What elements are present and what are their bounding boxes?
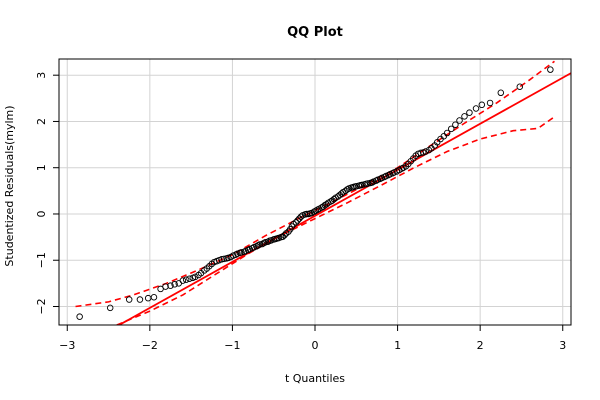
y-axis-label: Studentized Residuals(mylm) [3,105,16,266]
y-tick-label: −2 [35,298,48,314]
y-tick-label: −1 [35,252,48,268]
data-point [353,182,360,190]
data-point [162,283,169,290]
data-point [238,249,245,256]
data-point [461,113,468,120]
data-point [466,109,473,116]
data-point [150,293,158,301]
data-point [182,276,190,283]
data-point [516,83,524,91]
x-tick-label: 3 [559,339,566,352]
data-points [76,66,554,320]
data-point [281,232,288,239]
chart-title: QQ Plot [287,25,343,40]
envelope-upper [75,60,555,308]
data-point [486,99,494,107]
data-point [179,277,187,284]
x-tick-label: 0 [312,339,319,352]
x-tick-label: −1 [224,339,240,352]
data-point [443,129,451,137]
data-point [167,282,174,289]
y-tick-label: 2 [35,118,48,125]
data-point [497,89,505,97]
x-tick-label: −3 [59,339,75,352]
data-point [220,255,228,263]
envelope-lower [116,116,555,325]
y-tick-label: 1 [35,164,48,171]
data-point [440,133,448,140]
x-axis: −3 −2 −1 0 1 2 3 [59,325,566,352]
data-point [472,105,480,112]
y-tick-label: 0 [35,210,48,217]
data-point [262,238,269,246]
data-point [448,125,455,133]
data-point [106,304,114,312]
data-point [125,296,133,303]
data-point [422,148,429,155]
data-point [192,273,199,281]
data-point [256,241,263,248]
x-tick-label: 2 [477,339,484,352]
data-point [456,117,463,124]
data-point [292,219,300,226]
grid-lines [59,59,571,325]
data-point [296,215,303,222]
reference-line [117,72,571,325]
x-axis-label: t Quantiles [285,372,345,385]
y-axis: −2 −1 0 1 2 3 [35,72,59,315]
data-point [320,203,327,210]
data-point [294,217,301,224]
data-point [171,281,178,288]
data-point [547,66,554,73]
data-point [452,121,459,128]
data-point [279,233,287,240]
data-point [303,210,310,218]
x-tick-label: −2 [142,339,158,352]
confidence-envelope [75,60,555,325]
data-point [136,296,144,303]
data-point [186,275,193,282]
data-point [433,139,441,146]
data-point [218,256,225,263]
reference-line-group [117,72,571,325]
data-point [478,101,486,109]
data-point [342,187,349,195]
data-point [358,181,366,189]
data-point [76,313,83,320]
x-tick-label: 1 [394,339,401,352]
y-tick-label: 3 [35,72,48,79]
data-point [364,180,372,187]
